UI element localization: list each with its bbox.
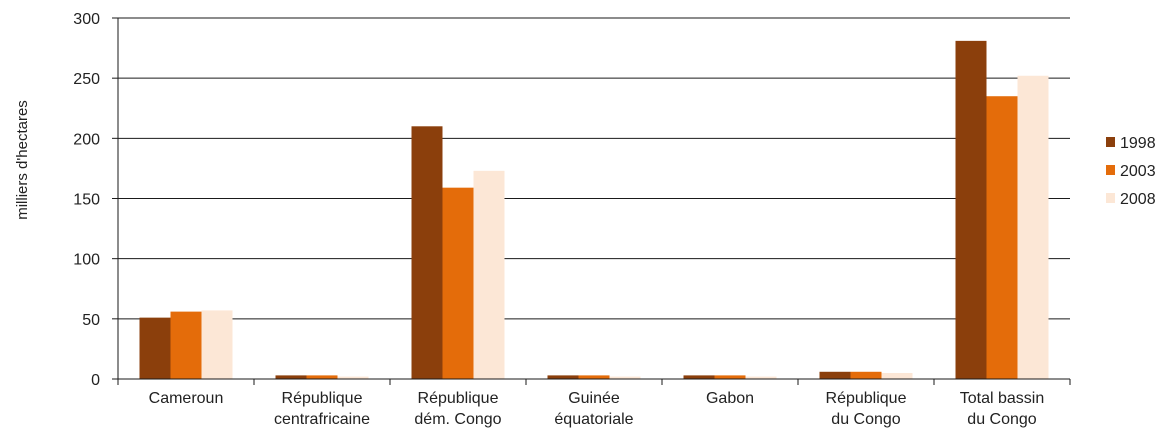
legend-swatch-1998: [1106, 137, 1115, 147]
x-category-labels: Cameroun République centrafricaine Républiq…: [149, 390, 1045, 428]
bar-2003-0: [170, 311, 202, 379]
gridlines: [118, 17, 1070, 320]
category-label: du Congo: [831, 411, 900, 428]
bar-2008-3: [609, 376, 641, 379]
category-label: Total bassin: [960, 390, 1045, 407]
category-label: Gabon: [706, 390, 754, 407]
y-tick-label: 50: [82, 312, 100, 329]
bar-1998-6: [955, 40, 987, 379]
bar-2008-6: [1017, 75, 1049, 379]
bar-1998-3: [547, 375, 579, 379]
bar-2003-2: [442, 187, 474, 379]
y-tick-labels: 0 50 100 150 200 250 300: [73, 11, 100, 389]
legend-label: 1998: [1120, 135, 1156, 152]
category-label: République: [282, 390, 363, 407]
y-tick-label: 200: [73, 131, 100, 148]
bar-2008-4: [745, 376, 777, 379]
category-label: dém. Congo: [414, 411, 501, 428]
axes: [112, 17, 1071, 385]
legend: 1998 2003 2008: [1106, 135, 1156, 208]
legend-swatch-2008: [1106, 193, 1115, 203]
y-tick-label: 300: [73, 11, 100, 28]
bar-2008-0: [201, 310, 233, 379]
bar-2003-5: [850, 371, 882, 379]
category-label: République: [826, 390, 907, 407]
category-label: République: [418, 390, 499, 407]
bar-1998-2: [411, 126, 443, 379]
bar-2003-4: [714, 375, 746, 379]
bar-2008-2: [473, 170, 505, 379]
category-label: du Congo: [967, 411, 1036, 428]
bar-2008-1: [337, 376, 369, 379]
y-tick-label: 100: [73, 252, 100, 269]
bar-1998-4: [683, 375, 715, 379]
category-label: Guinée: [568, 390, 620, 407]
y-tick-label: 0: [91, 372, 100, 389]
y-tick-label: 150: [73, 192, 100, 209]
legend-label: 2008: [1120, 191, 1156, 208]
y-tick-label: 250: [73, 71, 100, 88]
y-axis-title: milliers d'hectares: [14, 100, 31, 220]
category-label: centrafricaine: [274, 411, 370, 428]
bars: [139, 40, 1049, 379]
category-label: équatoriale: [554, 411, 633, 428]
category-label: Cameroun: [149, 390, 224, 407]
bar-1998-1: [275, 375, 307, 379]
bar-2003-1: [306, 375, 338, 379]
bar-1998-5: [819, 371, 851, 379]
bar-2003-3: [578, 375, 610, 379]
legend-swatch-2003: [1106, 165, 1115, 175]
bar-1998-0: [139, 317, 171, 379]
bar-2008-5: [881, 372, 913, 379]
legend-label: 2003: [1120, 163, 1156, 180]
bar-2003-6: [986, 96, 1018, 379]
